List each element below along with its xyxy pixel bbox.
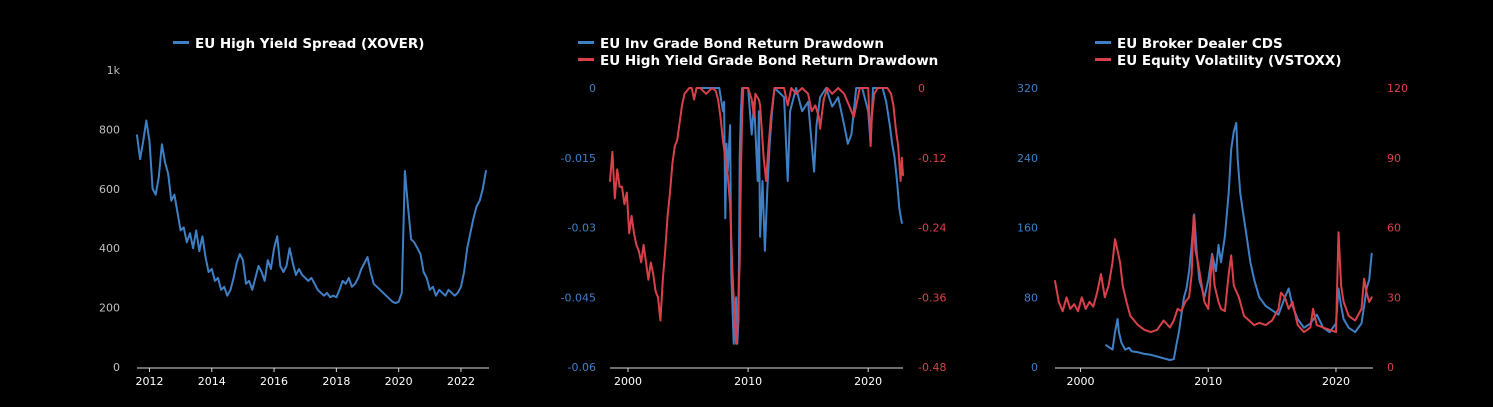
y-left-tick-label: 320 — [1017, 82, 1038, 95]
x-tick-label: 2012 — [135, 375, 163, 388]
x-tick-label: 2018 — [322, 375, 350, 388]
legend-label-hy-drawdown: EU High Yield Grade Bond Return Drawdown — [600, 53, 938, 69]
series-line-primary — [1105, 121, 1373, 361]
y-right-tick-label: 0 — [1387, 361, 1394, 374]
y-axis-left: 0 -0.015 -0.03 -0.045 -0.06 — [561, 82, 596, 374]
x-tick-label: 2020 — [385, 375, 413, 388]
x-axis: 2000 2010 2020 — [610, 367, 903, 388]
y-left-tick-label: -0.045 — [561, 291, 596, 304]
plot-area — [136, 119, 487, 305]
legend-swatch-ig-drawdown — [578, 41, 594, 44]
series-line-primary — [136, 119, 487, 305]
legend-label-ig-drawdown: EU Inv Grade Bond Return Drawdown — [600, 36, 884, 52]
y-right-tick-label: -0.36 — [918, 291, 946, 304]
y-left-tick-label: 160 — [1017, 222, 1038, 235]
chart-panel-bond-drawdown: EU Inv Grade Bond Return Drawdown EU Hig… — [561, 36, 947, 388]
legend: EU Inv Grade Bond Return Drawdown EU Hig… — [578, 36, 938, 69]
y-axis-left: 0 80 160 240 320 — [1017, 82, 1038, 374]
y-right-tick-label: 120 — [1387, 82, 1408, 95]
x-tick-label: 2014 — [198, 375, 226, 388]
y-left-tick-label: 240 — [1017, 152, 1038, 165]
y-right-tick-label: 60 — [1387, 222, 1401, 235]
y-right-tick-label: -0.12 — [918, 152, 946, 165]
y-left-tick-label: 800 — [99, 123, 120, 136]
plot-area — [1054, 121, 1373, 361]
y-left-tick-label: 0 — [589, 82, 596, 95]
y-axis-left: 0 200 400 600 800 1k — [99, 64, 121, 374]
y-left-tick-label: 600 — [99, 183, 120, 196]
y-left-tick-label: 1k — [107, 64, 121, 77]
x-tick-label: 2000 — [1067, 375, 1095, 388]
series-line-secondary — [1054, 214, 1373, 334]
y-left-tick-label: 0 — [1031, 361, 1038, 374]
series-line-secondary — [609, 87, 904, 345]
y-right-tick-label: 30 — [1387, 291, 1401, 304]
y-left-tick-label: 200 — [99, 302, 120, 315]
legend-label-cds: EU Broker Dealer CDS — [1117, 36, 1283, 52]
plot-area — [609, 87, 904, 345]
x-tick-label: 2000 — [614, 375, 642, 388]
legend-swatch-cds — [1095, 41, 1111, 44]
y-left-tick-label: -0.015 — [561, 152, 596, 165]
x-axis: 2012 2014 2016 2018 2020 2022 — [135, 367, 489, 388]
x-axis: 2000 2010 2020 — [1055, 367, 1373, 388]
legend-label-vstoxx: EU Equity Volatility (VSTOXX) — [1117, 53, 1342, 69]
x-tick-label: 2010 — [1194, 375, 1222, 388]
y-left-tick-label: 80 — [1024, 291, 1038, 304]
y-right-tick-label: -0.48 — [918, 361, 946, 374]
y-left-tick-label: 400 — [99, 242, 120, 255]
y-right-tick-label: -0.24 — [918, 222, 946, 235]
y-axis-right: 0 -0.12 -0.24 -0.36 -0.48 — [918, 82, 946, 374]
y-left-tick-label: 0 — [113, 361, 120, 374]
legend-swatch-xover — [173, 41, 189, 44]
chart-panel-cds-vstoxx: EU Broker Dealer CDS EU Equity Volatilit… — [1017, 36, 1408, 388]
x-tick-label: 2010 — [734, 375, 762, 388]
legend-swatch-hy-drawdown — [578, 58, 594, 61]
legend: EU Broker Dealer CDS EU Equity Volatilit… — [1095, 36, 1342, 69]
legend-swatch-vstoxx — [1095, 58, 1111, 61]
legend-label-xover: EU High Yield Spread (XOVER) — [195, 36, 424, 52]
y-right-tick-label: 0 — [918, 82, 925, 95]
x-tick-label: 2020 — [854, 375, 882, 388]
y-right-tick-label: 90 — [1387, 152, 1401, 165]
x-tick-label: 2022 — [447, 375, 475, 388]
chart-panel-xover: EU High Yield Spread (XOVER) 0 200 400 600 8… — [99, 36, 489, 388]
y-left-tick-label: -0.03 — [568, 222, 596, 235]
y-left-tick-label: -0.06 — [568, 361, 596, 374]
legend: EU High Yield Spread (XOVER) — [173, 36, 424, 52]
x-tick-label: 2016 — [260, 375, 288, 388]
x-tick-label: 2020 — [1322, 375, 1350, 388]
y-axis-right: 0 30 60 90 120 — [1387, 82, 1408, 374]
